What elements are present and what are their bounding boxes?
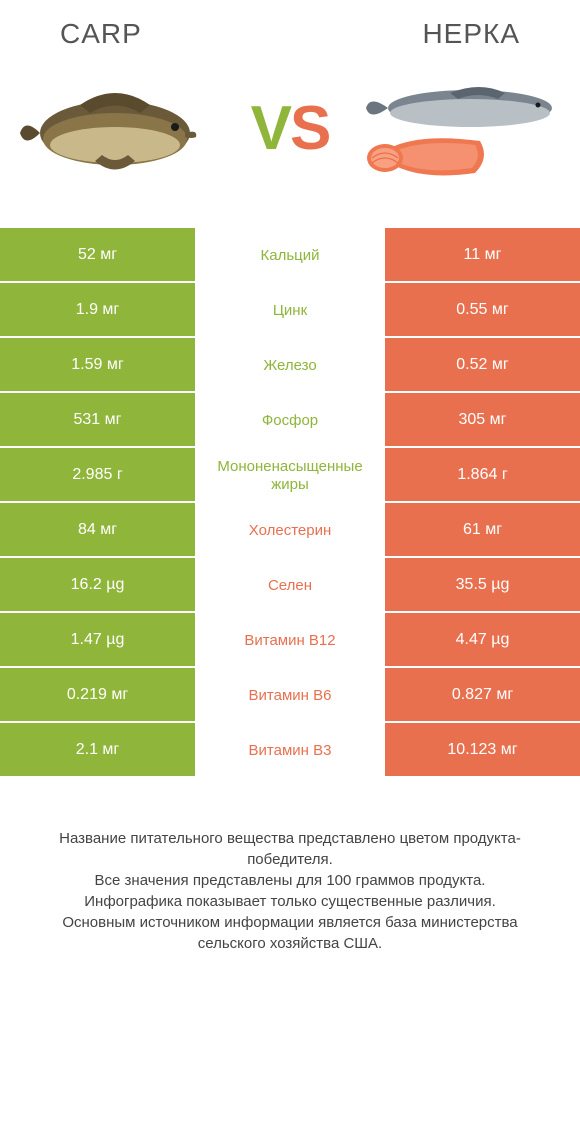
left-value-cell: 52 мг [0,228,195,283]
footer-line-4: Основным источником информации является … [30,912,550,954]
right-value-cell: 10.123 мг [385,723,580,778]
carp-image [20,63,220,193]
right-value-cell: 305 мг [385,393,580,448]
left-value-cell: 1.47 µg [0,613,195,668]
table-row: 84 мгХолестерин61 мг [0,503,580,558]
left-value-cell: 16.2 µg [0,558,195,613]
left-value-cell: 0.219 мг [0,668,195,723]
vs-letter-v: V [251,94,290,163]
right-value-cell: 11 мг [385,228,580,283]
footer-note: Название питательного вещества представл… [0,778,580,954]
table-row: 1.59 мгЖелезо0.52 мг [0,338,580,393]
right-value-cell: 1.864 г [385,448,580,503]
nutrient-label: Цинк [195,283,385,338]
right-value-cell: 0.827 мг [385,668,580,723]
nutrient-label: Фосфор [195,393,385,448]
table-row: 531 мгФосфор305 мг [0,393,580,448]
right-value-cell: 61 мг [385,503,580,558]
left-value-cell: 1.9 мг [0,283,195,338]
left-value-cell: 1.59 мг [0,338,195,393]
nutrient-table: 52 мгКальций11 мг1.9 мгЦинк0.55 мг1.59 м… [0,228,580,778]
nutrient-label: Мононенасыщенные жиры [195,448,385,503]
table-row: 0.219 мгВитамин B60.827 мг [0,668,580,723]
left-value-cell: 2.1 мг [0,723,195,778]
footer-line-3: Инфографика показывает только существенн… [30,891,550,912]
nutrient-label: Витамин B12 [195,613,385,668]
left-value-cell: 531 мг [0,393,195,448]
nutrient-label: Холестерин [195,503,385,558]
salmon-image [360,63,560,193]
left-value-cell: 84 мг [0,503,195,558]
left-value-cell: 2.985 г [0,448,195,503]
table-row: 1.47 µgВитамин B124.47 µg [0,613,580,668]
nutrient-label: Витамин B3 [195,723,385,778]
vs-badge: VS [251,93,330,164]
nutrient-label: Железо [195,338,385,393]
nutrient-label: Витамин B6 [195,668,385,723]
right-title: НЕРКА [422,18,520,50]
right-value-cell: 0.52 мг [385,338,580,393]
images-row: VS [0,58,580,228]
left-title: CARP [60,18,142,50]
table-row: 1.9 мгЦинк0.55 мг [0,283,580,338]
right-value-cell: 0.55 мг [385,283,580,338]
header-row: CARP НЕРКА [0,0,580,58]
table-row: 16.2 µgСелен35.5 µg [0,558,580,613]
nutrient-label: Селен [195,558,385,613]
nutrient-label: Кальций [195,228,385,283]
table-row: 52 мгКальций11 мг [0,228,580,283]
right-value-cell: 4.47 µg [385,613,580,668]
vs-letter-s: S [290,94,329,163]
right-value-cell: 35.5 µg [385,558,580,613]
footer-line-2: Все значения представлены для 100 граммо… [30,870,550,891]
table-row: 2.985 гМононенасыщенные жиры1.864 г [0,448,580,503]
footer-line-1: Название питательного вещества представл… [30,828,550,870]
table-row: 2.1 мгВитамин B310.123 мг [0,723,580,778]
